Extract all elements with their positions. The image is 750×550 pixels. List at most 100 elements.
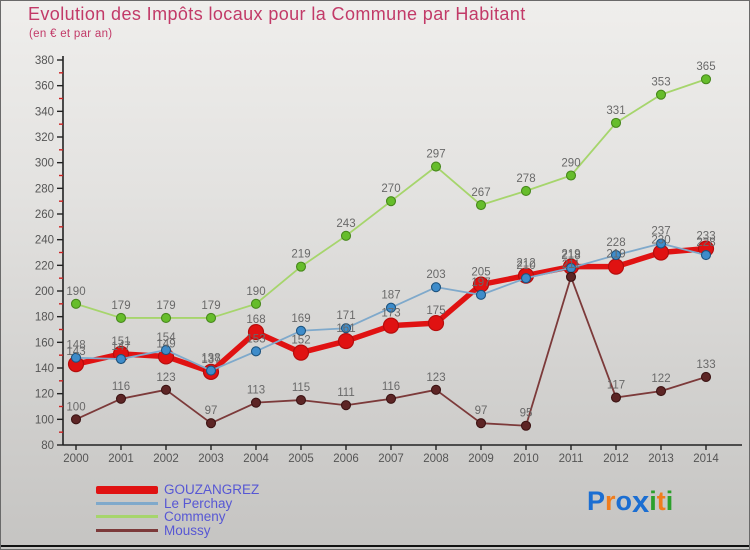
logo-letter: o: [615, 486, 633, 516]
x-tick-label: 2010: [513, 453, 539, 465]
series-commeny: [70, 74, 712, 323]
moussy-point: [340, 400, 352, 411]
series-moussy: [70, 271, 712, 431]
le-perchay-point: [70, 352, 82, 363]
moussy-value-label: 95: [520, 408, 533, 420]
legend-label: Moussy: [164, 523, 211, 539]
le-perchay-value-label: 228: [606, 237, 625, 249]
commeny-value-label: 290: [561, 157, 580, 169]
le-perchay-value-label: 154: [156, 332, 176, 344]
moussy-point: [520, 420, 532, 431]
le-perchay-value-label: 153: [246, 333, 265, 345]
chart-legend: GOUZANGREZ Le Perchay Commeny Moussy: [96, 483, 259, 537]
y-tick-label: 340: [35, 106, 54, 118]
x-tick-label: 2006: [333, 453, 359, 465]
x-tick-label: 2000: [63, 453, 89, 465]
gouzangrez-value-label: 219: [606, 249, 625, 261]
axes: 80 100 120 140 160 180 200 220 240 260 280 300 320 34…: [35, 55, 742, 465]
moussy-point: [115, 393, 127, 404]
moussy-value-label: 122: [651, 373, 670, 385]
gouzangrez-value-label: 230: [651, 234, 670, 246]
gouzangrez-point: [427, 314, 445, 332]
moussy-value-label: 113: [247, 385, 265, 397]
commeny-value-label: 278: [516, 173, 535, 185]
y-tick-label: 140: [35, 363, 54, 375]
moussy-value-label: 111: [337, 387, 354, 399]
gouzangrez-point: [247, 323, 265, 341]
chart-subtitle: (en € et par an): [29, 28, 113, 40]
commeny-value-label: 365: [696, 61, 715, 73]
commeny-value-label: 179: [156, 300, 175, 312]
commeny-point: [385, 196, 397, 207]
commeny-point: [475, 199, 487, 211]
moussy-point: [295, 395, 307, 406]
le-perchay-value-label: 228: [696, 237, 715, 249]
moussy-point: [70, 414, 82, 425]
le-perchay-point: [610, 250, 622, 261]
series-gouzangrez: [67, 240, 715, 380]
moussy-value-label: 116: [382, 381, 400, 393]
legend-row-commeny: Commeny: [96, 510, 259, 524]
series-le-perchay: [70, 238, 712, 376]
moussy-value-label: 116: [112, 381, 130, 393]
le-perchay-point: [160, 344, 172, 356]
proxiti-logo: Proxiti: [587, 486, 673, 517]
x-tick-label: 2013: [648, 453, 674, 465]
le-perchay-point: [430, 282, 442, 293]
le-perchay-value-label: 203: [426, 269, 445, 281]
line-chart: 80 100 120 140 160 180 200 220 240 260 280 300 320 34…: [35, 55, 742, 465]
gouzangrez-value-label: 161: [336, 323, 355, 335]
moussy-point: [430, 384, 442, 395]
gouzangrez-value-label: 143: [66, 346, 85, 358]
le-perchay-point: [700, 250, 712, 261]
gouzangrez-value-label: 168: [246, 314, 265, 326]
y-tick-label: 280: [35, 183, 54, 195]
commeny-point: [70, 298, 82, 309]
le-perchay-value-label: 169: [291, 313, 310, 325]
x-tick-label: 2011: [559, 453, 584, 465]
le-perchay-point: [250, 346, 262, 357]
commeny-point: [250, 298, 262, 309]
logo-letter: t: [656, 486, 666, 516]
y-tick-label: 260: [35, 209, 54, 221]
gouzangrez-value-label: 137: [201, 354, 220, 366]
moussy-value-label: 115: [292, 382, 310, 394]
legend-row-le-perchay: Le Perchay: [96, 497, 259, 511]
commeny-point: [160, 312, 172, 323]
y-tick-label: 80: [41, 440, 54, 452]
legend-row-moussy: Moussy: [96, 524, 259, 538]
moussy-point: [655, 386, 667, 397]
moussy-value-label: 211: [562, 259, 580, 271]
le-perchay-point: [295, 325, 307, 336]
y-tick-label: 380: [35, 55, 54, 67]
x-tick-label: 2014: [693, 453, 719, 465]
commeny-point: [610, 117, 622, 128]
logo-letter: x: [632, 484, 650, 519]
le-perchay-value-label: 171: [336, 310, 355, 322]
x-tick-label: 2008: [423, 453, 449, 465]
le-perchay-value-label: 218: [561, 250, 580, 262]
le-perchay-value-label: 138: [201, 353, 220, 365]
labels-moussy: 100 116 123 97 113 115 111 116 123 97 95 211 117 122 1…: [66, 259, 715, 420]
chart-title: Evolution des Impôts locaux pour la Comm…: [28, 4, 526, 24]
moussy-value-label: 97: [205, 405, 218, 417]
le-perchay-value-label: 187: [381, 290, 400, 302]
logo-letter: P: [587, 486, 606, 516]
le-perchay-value-label: 210: [516, 260, 535, 272]
moussy-point: [205, 418, 217, 429]
moussy-value-label: 97: [475, 405, 488, 417]
commeny-value-label: 243: [336, 218, 355, 230]
y-tick-label: 240: [35, 235, 54, 247]
le-perchay-point: [205, 365, 217, 376]
commeny-point: [520, 185, 532, 196]
le-perchay-point: [655, 238, 667, 249]
gouzangrez-value-label: 175: [426, 305, 445, 317]
legend-row-gouzangrez: GOUZANGREZ: [96, 483, 259, 497]
commeny-value-label: 190: [66, 286, 85, 298]
legend-label: GOUZANGREZ: [164, 482, 260, 498]
legend-swatch-commeny: [96, 515, 158, 519]
commeny-point: [700, 74, 712, 85]
x-tick-label: 2004: [243, 453, 269, 465]
bottom-border-rule: [1, 545, 749, 547]
